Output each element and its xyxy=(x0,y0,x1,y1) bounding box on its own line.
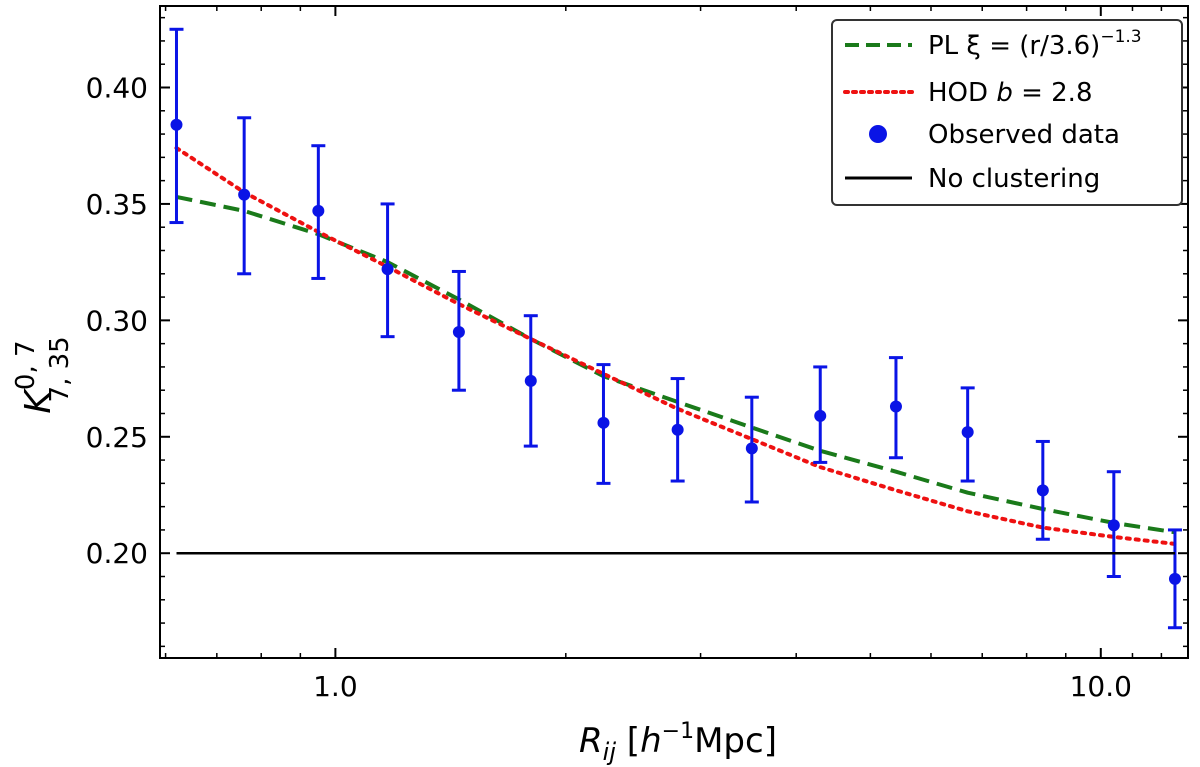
plot-area: 0.20 0.25 0.30 0.35 0.40 1.0 10.0 xyxy=(86,5,1189,703)
observed-data-point xyxy=(381,263,394,276)
y-tick-label: 0.20 xyxy=(86,537,148,570)
legend-pl-label: PL ξ = (r/3.6)−1.3 xyxy=(928,27,1142,61)
legend-noclustering-label: No clustering xyxy=(928,164,1100,194)
legend-hod-label: HOD b = 2.8 xyxy=(928,78,1093,108)
legend-observed-marker xyxy=(869,125,887,143)
observed-data-point xyxy=(961,426,974,439)
axes-frame xyxy=(159,5,1189,659)
observed-data-point xyxy=(312,204,325,217)
observed-data-point xyxy=(745,442,758,455)
observed-data-point xyxy=(814,409,827,422)
x-tick-label: 1.0 xyxy=(313,670,358,703)
legend-observed-label: Observed data xyxy=(928,120,1120,150)
y-tick-label: 0.40 xyxy=(86,72,148,105)
observed-data-point xyxy=(597,416,610,429)
y-axis-label: K0, 7 7, 35 xyxy=(11,336,75,413)
observed-data-point xyxy=(170,118,183,131)
legend: PL ξ = (r/3.6)−1.3 HOD b = 2.8 Observed … xyxy=(831,19,1183,206)
observed-data-point xyxy=(1107,519,1120,532)
observed-data-point xyxy=(452,326,465,338)
observed-data-point xyxy=(1168,572,1181,585)
legend-frame xyxy=(831,19,1183,206)
x-axis-label: Rij [h−1Mpc] xyxy=(579,719,777,766)
y-tick-label: 0.35 xyxy=(86,188,148,221)
y-tick-label: 0.30 xyxy=(86,304,148,337)
observed-data-point xyxy=(1036,484,1049,497)
x-tick-label: 10.0 xyxy=(1070,670,1132,703)
observed-data-point xyxy=(889,400,902,413)
observed-data-point xyxy=(671,423,684,436)
y-tick-label: 0.25 xyxy=(86,421,148,454)
observed-data-point xyxy=(524,374,537,387)
observed-data-point xyxy=(238,188,251,201)
